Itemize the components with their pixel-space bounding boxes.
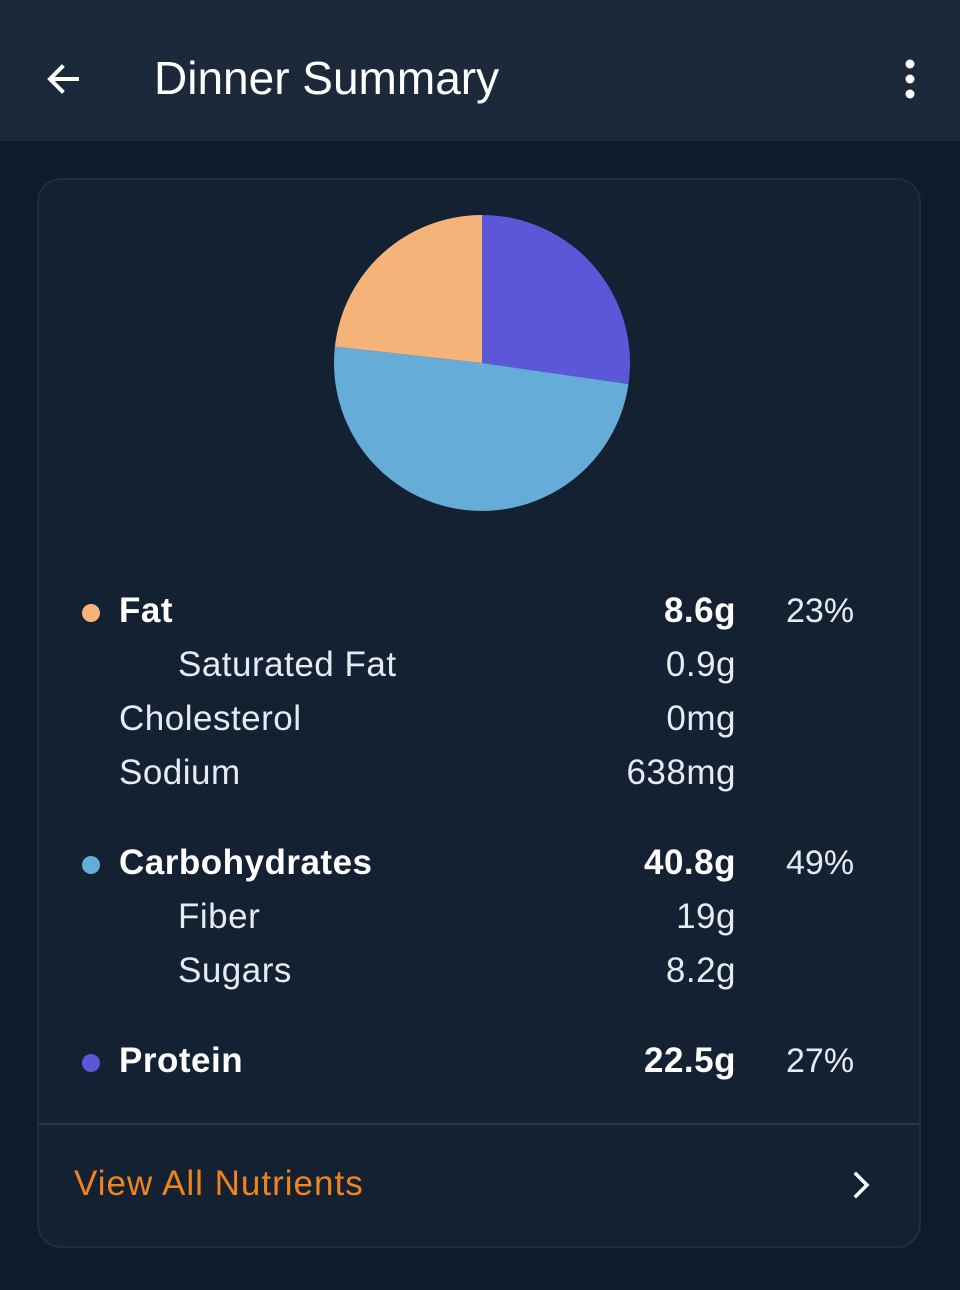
fat-legend-dot: [82, 604, 100, 622]
carbohydrates-legend-dot: [82, 856, 100, 874]
sodium-amount: 638mg: [626, 753, 736, 792]
nutrient-row-sodium: Sodium 638mg: [39, 746, 919, 800]
nutrient-row-cholesterol: Cholesterol 0mg: [39, 692, 919, 746]
protein-label: Protein: [119, 1041, 244, 1080]
back-button[interactable]: [28, 44, 98, 114]
fat-amount: 8.6g: [663, 591, 736, 630]
nutrient-row-fiber: Fiber 19g: [39, 890, 919, 944]
fiber-amount: 19g: [676, 897, 736, 936]
pie-slice-protein: [482, 215, 630, 385]
more-options-button[interactable]: [880, 44, 940, 114]
view-all-nutrients-label: View All Nutrients: [74, 1164, 364, 1203]
cholesterol-label: Cholesterol: [119, 699, 302, 738]
carbohydrates-amount: 40.8g: [644, 843, 736, 882]
carbohydrates-percent: 49%: [786, 844, 855, 882]
app-bar: Dinner Summary: [0, 0, 960, 141]
nutrient-row-saturated-fat: Saturated Fat 0.9g: [39, 638, 919, 692]
fat-percent: 23%: [786, 592, 855, 630]
nutrient-row-fat: Fat 8.6g 23%: [39, 584, 919, 638]
nutrient-row-sugars: Sugars 8.2g: [39, 944, 919, 998]
nutrient-row-protein: Protein 22.5g 27%: [39, 1034, 919, 1088]
card-divider: [39, 1123, 919, 1125]
saturated-fat-amount: 0.9g: [665, 645, 736, 684]
saturated-fat-label: Saturated Fat: [178, 645, 397, 684]
cholesterol-amount: 0mg: [666, 699, 736, 738]
view-all-nutrients-button[interactable]: View All Nutrients: [39, 1125, 919, 1248]
fat-label: Fat: [119, 591, 173, 630]
sugars-label: Sugars: [178, 951, 292, 990]
arrow-left-icon: [47, 64, 79, 94]
macronutrient-pie-chart: [334, 215, 630, 511]
summary-card: Fat 8.6g 23% Saturated Fat 0.9g Choleste…: [37, 178, 921, 1248]
page-title: Dinner Summary: [154, 52, 500, 104]
sugars-amount: 8.2g: [665, 951, 736, 990]
nutrient-row-carbohydrates: Carbohydrates 40.8g 49%: [39, 836, 919, 890]
chevron-right-icon: [853, 1171, 870, 1199]
sodium-label: Sodium: [119, 753, 241, 792]
protein-percent: 27%: [786, 1042, 855, 1080]
protein-amount: 22.5g: [644, 1041, 736, 1080]
carbohydrates-label: Carbohydrates: [119, 843, 373, 882]
pie-slice-carbohydrates: [334, 346, 629, 511]
pie-slice-fat: [334, 215, 482, 363]
fiber-label: Fiber: [178, 897, 261, 936]
protein-legend-dot: [82, 1054, 100, 1072]
more-vertical-icon: [905, 59, 915, 99]
